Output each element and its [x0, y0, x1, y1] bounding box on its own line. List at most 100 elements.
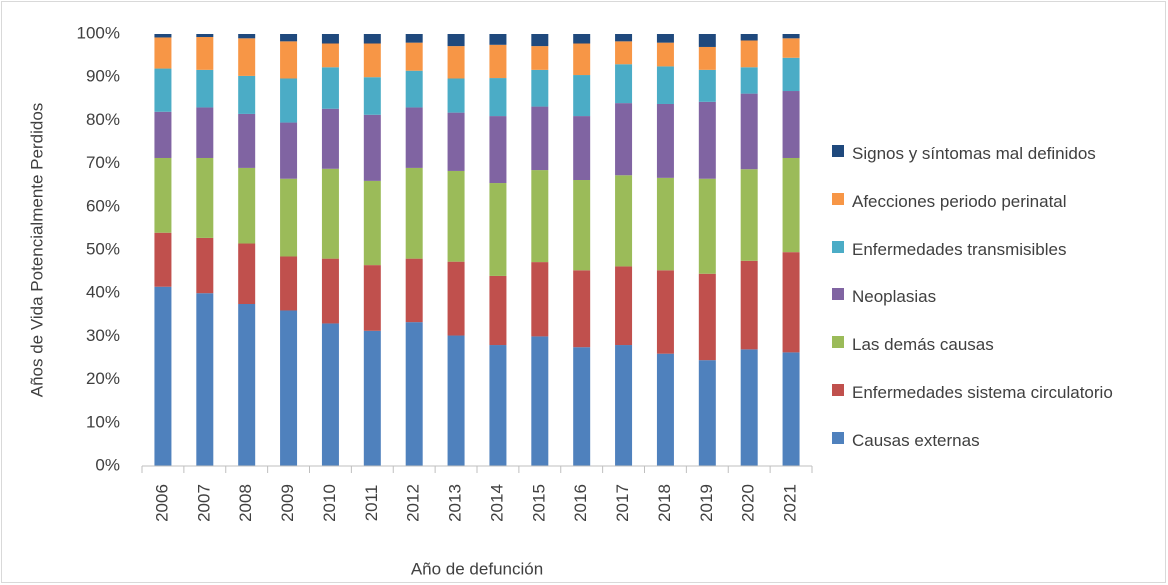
bar-segment — [740, 93, 758, 170]
x-tick-label: 2007 — [194, 484, 213, 522]
bar-segment — [698, 69, 716, 102]
x-tick-label: 2006 — [152, 484, 171, 522]
bar-segment — [280, 256, 298, 311]
bar-segment — [573, 75, 591, 117]
bar-segment — [154, 232, 172, 287]
bar-segment — [238, 167, 256, 244]
bar-segment — [405, 34, 423, 43]
bar-segment — [280, 122, 298, 179]
y-tick-label: 20% — [86, 369, 120, 388]
y-tick-label: 80% — [86, 110, 120, 129]
bar-segment — [531, 106, 549, 171]
y-tick-label: 30% — [86, 326, 120, 345]
legend-label: Signos y síntomas mal definidos — [852, 144, 1096, 163]
legend-swatch — [832, 336, 844, 349]
bar-segment — [280, 310, 298, 466]
y-tick-label: 70% — [86, 153, 120, 172]
bar-segment — [698, 360, 716, 466]
legend-label: Enfermedades sistema circulatorio — [852, 383, 1113, 403]
bar-segment — [238, 113, 256, 168]
bar-segment — [489, 275, 507, 346]
bar-segment — [573, 270, 591, 348]
bar-segment — [782, 38, 800, 58]
legend-swatch — [832, 431, 844, 444]
bar-segment — [531, 46, 549, 70]
bar-segment — [447, 261, 465, 336]
x-tick-label: 2015 — [529, 484, 548, 522]
legend-item: Enfermedades sistema circulatorio — [832, 379, 1113, 407]
legend-item: Enfermedades transmisibles — [832, 236, 1113, 264]
bar-segment — [573, 347, 591, 466]
bar-segment — [238, 304, 256, 466]
bar-segment — [573, 180, 591, 271]
legend-label: Afecciones periodo perinatal — [852, 191, 1067, 211]
legend-swatch — [832, 384, 844, 397]
bar-segment — [489, 78, 507, 117]
bar-segment — [782, 57, 800, 92]
bar-segment — [363, 77, 381, 115]
bar-segment — [238, 243, 256, 304]
bar-segment — [363, 34, 381, 44]
bar-segment — [405, 70, 423, 108]
bar-segment — [615, 175, 633, 267]
legend-swatch — [832, 240, 844, 253]
bar-segment — [698, 101, 716, 179]
bar-segment — [154, 34, 172, 38]
bar-segment — [615, 103, 633, 176]
x-tick-label: 2018 — [655, 484, 674, 522]
bar-segment — [280, 41, 298, 79]
bar-segment — [447, 34, 465, 47]
bar-segment — [321, 67, 339, 109]
legend-item: Neoplasias — [832, 283, 1113, 311]
bar-segment — [447, 170, 465, 262]
bar-segment — [280, 178, 298, 257]
bar-segment — [405, 167, 423, 259]
bar-segment — [196, 157, 214, 238]
bar-segment — [238, 38, 256, 76]
y-tick-label: 50% — [86, 239, 120, 258]
x-tick-label: 2021 — [781, 484, 800, 522]
bar-segment — [363, 180, 381, 266]
bar-segment — [447, 112, 465, 171]
bar-segment — [321, 34, 339, 44]
bar-segment — [656, 353, 674, 466]
bar-segment — [489, 116, 507, 184]
bar-segment — [656, 177, 674, 271]
bar-segment — [531, 170, 549, 263]
bar-segment — [656, 103, 674, 178]
bar-segment — [740, 40, 758, 68]
x-tick-label: 2014 — [487, 484, 506, 522]
x-tick-label: 2017 — [613, 484, 632, 522]
bar-segment — [531, 262, 549, 337]
bar-segment — [238, 75, 256, 114]
bar-segment — [615, 34, 633, 42]
bar-segment — [656, 270, 674, 354]
bar-segment — [321, 323, 339, 466]
bar-segment — [321, 168, 339, 259]
legend-item: Afecciones periodo perinatal — [832, 188, 1113, 216]
bar-segment — [196, 37, 214, 70]
legend-label: Las demás causas — [852, 335, 994, 355]
y-tick-label: 60% — [86, 196, 120, 215]
bar-segment — [740, 260, 758, 350]
bar-segment — [363, 43, 381, 78]
bar-segment — [196, 293, 214, 466]
bar-segment — [656, 42, 674, 67]
bar-segment — [363, 330, 381, 466]
legend-swatch — [832, 145, 844, 157]
y-tick-label: 0% — [95, 455, 120, 474]
bar-segment — [154, 37, 172, 69]
bar-segment — [489, 345, 507, 466]
bar-segment — [154, 111, 172, 158]
bar-segment — [615, 64, 633, 104]
legend-item: Causas externas — [832, 427, 1113, 455]
x-tick-label: 2012 — [404, 484, 423, 522]
bar-segment — [238, 34, 256, 39]
bar-segment — [405, 42, 423, 71]
bar-segment — [656, 34, 674, 43]
bar-segment — [740, 169, 758, 261]
legend-item: Signos y síntomas mal definidos — [832, 140, 1113, 168]
bar-segment — [531, 34, 549, 47]
